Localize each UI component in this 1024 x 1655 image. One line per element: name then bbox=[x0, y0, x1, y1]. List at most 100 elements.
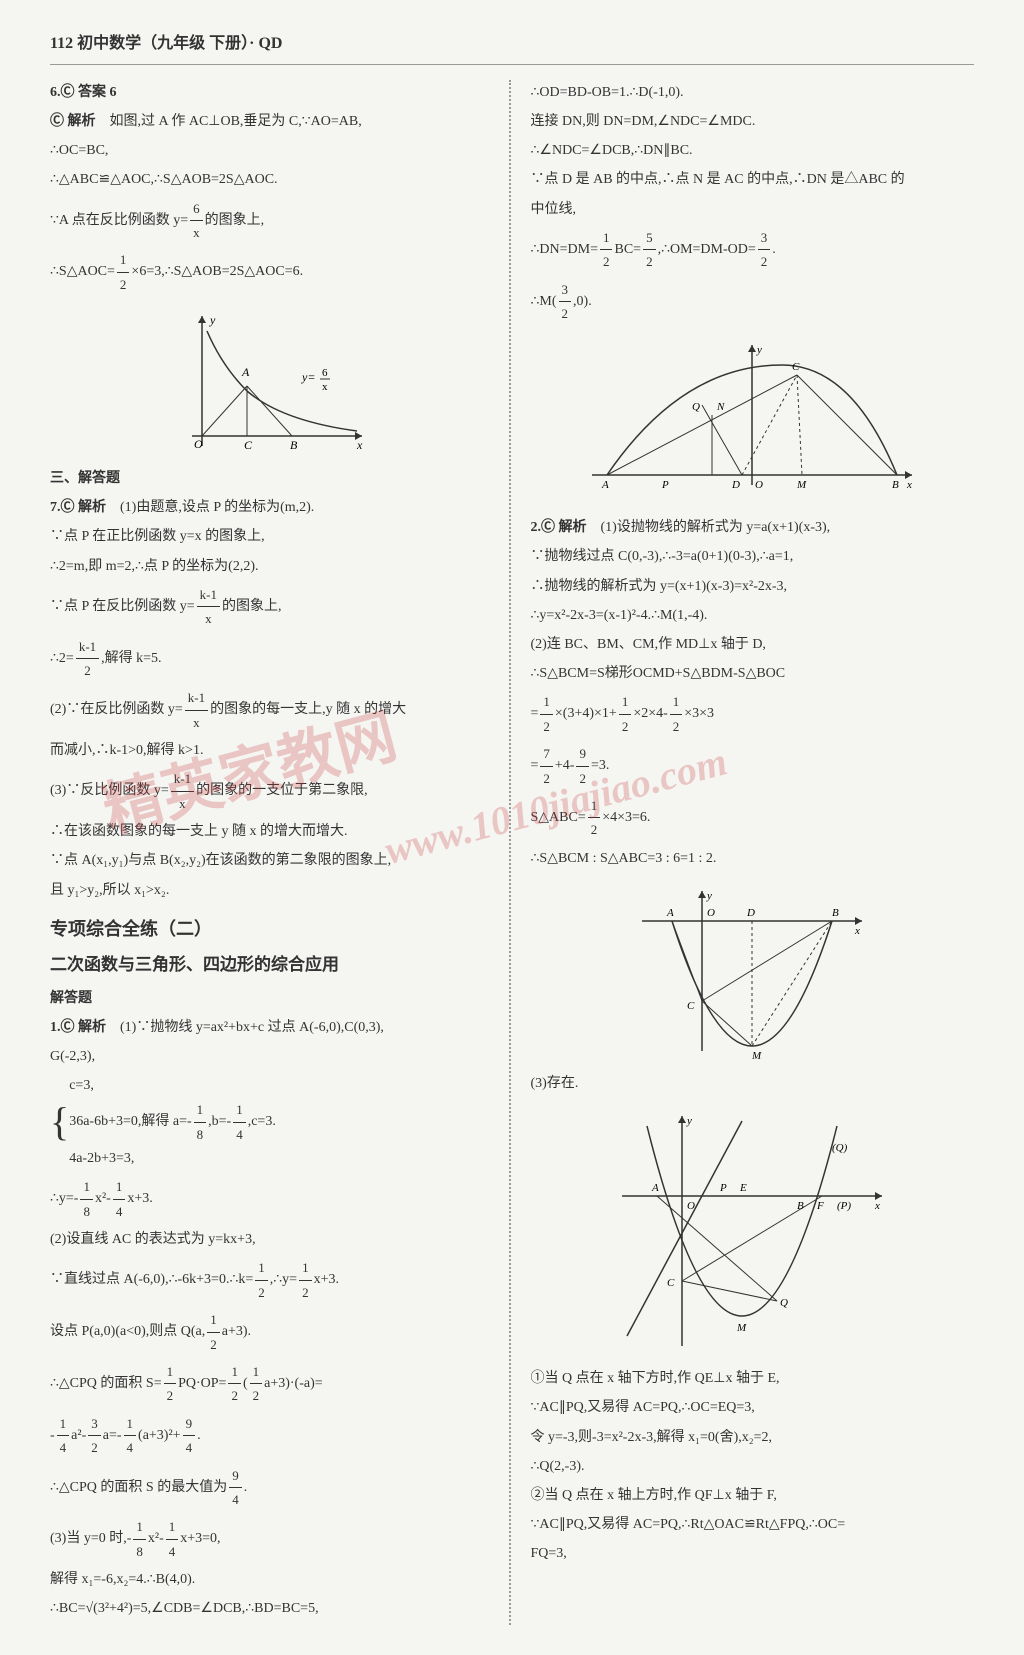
svg-text:Q: Q bbox=[780, 1297, 788, 1309]
q1-sys: { c=3, 36a-6b+3=0,解得 a=-18,b=-14,c=3. 4a… bbox=[50, 1073, 494, 1171]
q2-l7: =12×(3+4)×1+12×2×4-12×3×3 bbox=[531, 690, 975, 738]
svg-text:A: A bbox=[651, 1182, 659, 1194]
svg-text:(P): (P) bbox=[837, 1200, 851, 1212]
svg-text:C: C bbox=[792, 361, 800, 373]
q2-l18: FQ=3, bbox=[531, 1541, 975, 1566]
chart-parabola-down: A P D O M B C N Q y x bbox=[582, 335, 922, 505]
q7-l5: ∴2=k-12,解得 k=5. bbox=[50, 635, 494, 683]
svg-text:O: O bbox=[687, 1200, 695, 1212]
q2-l8: =72+4-92=3. bbox=[531, 742, 975, 790]
svg-text:O: O bbox=[755, 479, 763, 491]
svg-text:M: M bbox=[751, 1050, 762, 1061]
q2-l6: ∴S△BCM=S梯形OCMD+S△BDM-S△BOC bbox=[531, 661, 975, 686]
svg-text:O: O bbox=[707, 907, 715, 919]
q2-l16: ②当 Q 点在 x 轴上方时,作 QF⊥x 轴于 F, bbox=[531, 1483, 975, 1508]
q1-l10: (3)当 y=0 时,-18x²-14x+3=0, bbox=[50, 1515, 494, 1563]
svg-text:y: y bbox=[706, 890, 712, 902]
q1-l9: ∴△CPQ 的面积 S 的最大值为94. bbox=[50, 1464, 494, 1512]
q1-l12: ∴BC=√(3²+4²)=5,∠CDB=∠DCB,∴BD=BC=5, bbox=[50, 1596, 494, 1621]
svg-text:F: F bbox=[816, 1200, 824, 1212]
svg-text:D: D bbox=[731, 479, 740, 491]
q7-l4: ∵点 P 在反比例函数 y=k-1x的图象上, bbox=[50, 583, 494, 631]
svg-text:D: D bbox=[746, 907, 755, 919]
q7-l1: (1)由题意,设点 P 的坐标为(m,2). bbox=[120, 500, 314, 515]
svg-text:A: A bbox=[241, 365, 250, 379]
svg-text:O: O bbox=[194, 437, 203, 451]
q7-l8: (3)∵反比例函数 y=k-1x的图象的一支位于第二象限, bbox=[50, 767, 494, 815]
svg-text:x: x bbox=[322, 381, 328, 393]
svg-text:y: y bbox=[756, 344, 762, 356]
svg-text:N: N bbox=[716, 401, 725, 413]
svg-text:(Q): (Q) bbox=[832, 1142, 848, 1154]
q1-l6: 设点 P(a,0)(a<0),则点 Q(a,12a+3). bbox=[50, 1308, 494, 1356]
r-l1: ∴OD=BD-OB=1.∴D(-1,0). bbox=[531, 80, 975, 105]
svg-text:B: B bbox=[832, 907, 839, 919]
svg-text:P: P bbox=[661, 479, 669, 491]
svg-text:Q: Q bbox=[692, 401, 700, 413]
r-l4: ∵点 D 是 AB 的中点,∴点 N 是 AC 的中点,∴DN 是△ABC 的 bbox=[531, 167, 975, 192]
q2-l1: (1)设抛物线的解析式为 y=a(x+1)(x-3), bbox=[601, 520, 831, 535]
q2-l14: 令 y=-3,则-3=x²-2x-3,解得 x₁=0(舍),x₂=2, bbox=[531, 1425, 975, 1450]
q6-label: 6.Ⓒ 答案 6 bbox=[50, 85, 117, 100]
left-column: 6.Ⓒ 答案 6 Ⓒ 解析 如图,过 A 作 AC⊥OB,垂足为 C,∵AO=A… bbox=[50, 80, 511, 1626]
q7-l2: ∵点 P 在正比例函数 y=x 的图象上, bbox=[50, 524, 494, 549]
svg-text:y=: y= bbox=[301, 370, 315, 384]
svg-text:x: x bbox=[874, 1200, 880, 1212]
q2-l2: ∵抛物线过点 C(0,-3),∴-3=a(0+1)(0-3),∴a=1, bbox=[531, 544, 975, 569]
q2-l12: ①当 Q 点在 x 轴下方时,作 QE⊥x 轴于 E, bbox=[531, 1366, 975, 1391]
q6-l5: ∴S△AOC=12×6=3,∴S△AOB=2S△AOC=6. bbox=[50, 248, 494, 296]
chart-parabola-up-1: A O D B C M y x bbox=[632, 881, 872, 1061]
q2-l4: ∴y=x²-2x-3=(x-1)²-4.∴M(1,-4). bbox=[531, 603, 975, 628]
r-l2: 连接 DN,则 DN=DM,∠NDC=∠MDC. bbox=[531, 109, 975, 134]
page-header: 112 初中数学（九年级 下册）· QD bbox=[50, 30, 974, 65]
q6-text: 如图,过 A 作 AC⊥OB,垂足为 C,∵AO=AB, bbox=[110, 114, 362, 129]
r-l7: ∴M(32,0). bbox=[531, 278, 975, 326]
q1-l4: (2)设直线 AC 的表达式为 y=kx+3, bbox=[50, 1227, 494, 1252]
q7-l9: ∴在该函数图象的每一支上 y 随 x 的增大而增大. bbox=[50, 819, 494, 844]
q7-l6: (2)∵在反比例函数 y=k-1x的图象的每一支上,y 随 x 的增大 bbox=[50, 686, 494, 734]
r-l5: 中位线, bbox=[531, 197, 975, 222]
svg-text:C: C bbox=[667, 1277, 675, 1289]
r-l6: ∴DN=DM=12BC=52,∴OM=DM-OD=32. bbox=[531, 226, 975, 274]
q2-l5: (2)连 BC、BM、CM,作 MD⊥x 轴于 D, bbox=[531, 632, 975, 657]
section3-title: 三、解答题 bbox=[50, 466, 494, 491]
svg-text:M: M bbox=[796, 479, 807, 491]
jie-title: 解答题 bbox=[50, 986, 494, 1011]
content-columns: 6.Ⓒ 答案 6 Ⓒ 解析 如图,过 A 作 AC⊥OB,垂足为 C,∵AO=A… bbox=[50, 80, 974, 1626]
q7-l10: ∵点 A(x₁,y₁)与点 B(x₂,y₂)在该函数的第二象限的图象上, bbox=[50, 848, 494, 873]
svg-text:x: x bbox=[906, 479, 912, 491]
svg-text:C: C bbox=[687, 1000, 695, 1012]
q7-l7: 而减小,∴k-1>0,解得 k>1. bbox=[50, 738, 494, 763]
q1-l11: 解得 x₁=-6,x₂=4.∴B(4,0). bbox=[50, 1567, 494, 1592]
svg-text:B: B bbox=[290, 438, 298, 452]
svg-text:y: y bbox=[686, 1115, 692, 1127]
svg-text:A: A bbox=[601, 479, 609, 491]
q2-label: 2.Ⓒ 解析 bbox=[531, 520, 587, 535]
svg-text:C: C bbox=[244, 438, 253, 452]
q2-l17: ∵AC∥PQ,又易得 AC=PQ,∴Rt△OAC≌Rt△FPQ,∴OC= bbox=[531, 1512, 975, 1537]
svg-text:A: A bbox=[666, 907, 674, 919]
q6-l4: ∵A 点在反比例函数 y=6x的图象上, bbox=[50, 197, 494, 245]
svg-text:M: M bbox=[736, 1322, 747, 1334]
svg-text:B: B bbox=[892, 479, 899, 491]
q6-l2: ∴OC=BC, bbox=[50, 138, 494, 163]
q6-l3: ∴△ABC≌△AOC,∴S△AOB=2S△AOC. bbox=[50, 167, 494, 192]
q7-label: 7.Ⓒ 解析 bbox=[50, 500, 106, 515]
svg-text:y: y bbox=[209, 313, 216, 327]
chart-parabola-up-2: A O P E B F (P) C Q M (Q) y x bbox=[612, 1106, 892, 1356]
special-title: 专项综合全练（二） bbox=[50, 913, 494, 945]
q1-l1: (1)∵抛物线 y=ax²+bx+c 过点 A(-6,0),C(0,3), bbox=[120, 1020, 384, 1035]
q1-l8: -14a²-32a=-14(a+3)²+94. bbox=[50, 1412, 494, 1460]
q6-analysis-label: Ⓒ 解析 bbox=[50, 114, 96, 129]
right-column: ∴OD=BD-OB=1.∴D(-1,0). 连接 DN,则 DN=DM,∠NDC… bbox=[531, 80, 975, 1626]
special-subtitle: 二次函数与三角形、四边形的综合应用 bbox=[50, 950, 494, 981]
q2-l15: ∴Q(2,-3). bbox=[531, 1454, 975, 1479]
svg-text:x: x bbox=[854, 925, 860, 937]
q2-l9: S△ABC=12×4×3=6. bbox=[531, 794, 975, 842]
q1-label: 1.Ⓒ 解析 bbox=[50, 1020, 106, 1035]
q1-l2: G(-2,3), bbox=[50, 1044, 494, 1069]
chart-hyperbola: O A B C y x y= 6 x bbox=[172, 306, 372, 456]
q1-l3: ∴y=-18x²-14x+3. bbox=[50, 1175, 494, 1223]
q7-l3: ∴2=m,即 m=2,∴点 P 的坐标为(2,2). bbox=[50, 554, 494, 579]
q1-l7: ∴△CPQ 的面积 S=12PQ·OP=12(12a+3)·(-a)= bbox=[50, 1360, 494, 1408]
